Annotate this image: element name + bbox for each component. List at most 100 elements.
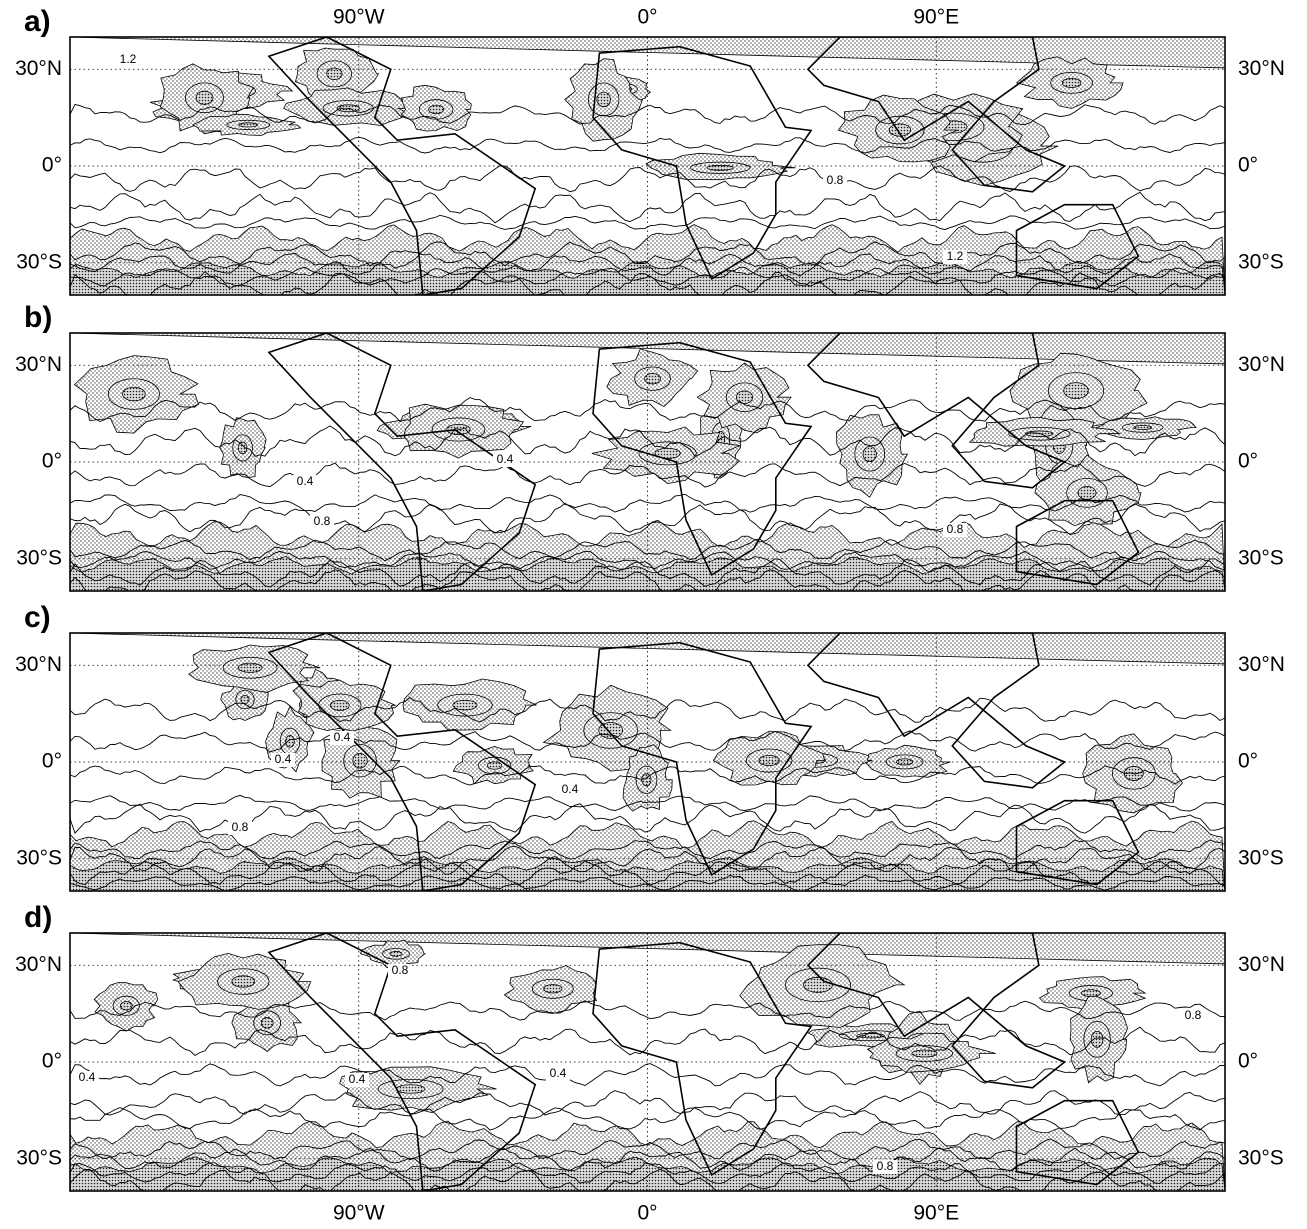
map-field: [70, 37, 1225, 295]
contour-ring: [185, 82, 224, 114]
contour-ring: [352, 753, 368, 769]
coastline: [267, 333, 537, 591]
contour-ring: [644, 373, 661, 385]
map-panel: 0.4 0.4 0.4 0.8 c) 30°N 30°N 0° 0° 30°S 30°S: [15, 601, 1285, 892]
contour-line: [70, 1138, 1225, 1161]
contour-ring: [329, 699, 350, 711]
contour-ring: [583, 712, 638, 749]
panel-label: c): [24, 601, 51, 634]
contour-ring: [107, 378, 160, 410]
stipple-region: [70, 333, 1225, 365]
lon-label: 0°: [637, 1202, 657, 1225]
contour-ring: [862, 446, 877, 463]
contour-ring: [428, 104, 444, 115]
contour-ring: [237, 441, 248, 455]
contour-label: 0.4: [562, 782, 579, 796]
lat-label: 30°S: [16, 846, 62, 869]
map-panel: 0.4 0.4 0.8 0.8 b) 30°N 30°N 0° 0° 30°S 30°S: [15, 301, 1285, 592]
panel-label: d): [24, 901, 52, 934]
coastline: [592, 45, 813, 281]
contour-label: 0.8: [314, 514, 331, 528]
lat-label: 30°S: [16, 546, 62, 569]
coastline: [1015, 799, 1140, 886]
contour-ring: [1121, 422, 1164, 433]
contour-ring: [122, 386, 146, 402]
contour-ring: [120, 1001, 133, 1011]
contour-line: [70, 874, 1225, 891]
contour-ring: [1066, 477, 1108, 508]
contour-line: [70, 550, 1225, 571]
contour-line: [70, 502, 1225, 536]
lat-label: 0°: [1238, 154, 1258, 177]
contour-ring: [706, 164, 734, 171]
lat-label: 30°S: [16, 250, 62, 273]
contour-ring: [238, 122, 259, 128]
contour-ring: [382, 948, 410, 960]
panel-label: a): [24, 5, 51, 38]
contour-ring: [235, 689, 255, 710]
lat-label: 30°N: [15, 953, 62, 976]
contour-ring: [316, 60, 353, 88]
contour-label-bg: [116, 53, 140, 67]
contour-label: 0.4: [79, 1070, 96, 1084]
coastline: [267, 37, 537, 295]
contour-ring: [452, 699, 478, 711]
contour-line: [70, 425, 1225, 458]
lat-label: 30°N: [1238, 953, 1285, 976]
contour-line: [70, 697, 1225, 723]
contour-ring: [654, 447, 681, 459]
contour-ring: [641, 773, 652, 787]
contour-line: [70, 839, 1225, 861]
contour-label-bg: [873, 1160, 897, 1174]
contour-line: [70, 136, 1225, 154]
contour-ring: [758, 755, 780, 767]
contour-ring: [1090, 1030, 1104, 1048]
contour-ring: [486, 761, 503, 770]
contour-ring: [232, 434, 253, 462]
coastline: [267, 633, 537, 891]
lon-label: 90°W: [333, 1202, 385, 1225]
lat-label: 0°: [1238, 450, 1258, 473]
lon-label: 0°: [637, 6, 657, 29]
contour-ring: [596, 91, 611, 108]
contour-ring: [1008, 426, 1071, 441]
contour-label: 0.8: [827, 173, 844, 187]
lat-label: 30°N: [1238, 653, 1285, 676]
contour-label: 1.2: [947, 249, 964, 263]
contour-line: [70, 397, 1225, 423]
contour-ring: [785, 967, 851, 1003]
contour-ring: [231, 975, 256, 988]
stipple-region: [70, 1156, 1225, 1191]
contour-ring: [260, 1017, 274, 1029]
contour-label: 0.4: [550, 1066, 567, 1080]
contour-label-bg: [330, 731, 354, 745]
coastline: [592, 641, 813, 877]
contour-label-bg: [388, 964, 412, 978]
contour-label-bg: [823, 174, 847, 188]
contour-ring: [725, 382, 764, 412]
contour-line: [70, 1000, 1225, 1021]
lat-label: 30°N: [1238, 353, 1285, 376]
contour-ring: [395, 1084, 426, 1094]
contour-ring: [531, 978, 574, 999]
contour-label: 0.8: [1185, 1008, 1202, 1022]
contour-line: [70, 493, 1225, 513]
contour-label: 0.4: [334, 730, 351, 744]
lat-label: 30°N: [15, 57, 62, 80]
contour-label: 0.8: [392, 963, 409, 977]
contour-label-bg: [271, 753, 295, 767]
coastline: [1015, 203, 1140, 290]
contour-ring: [885, 754, 924, 770]
lat-label: 0°: [42, 154, 62, 177]
contour-label-bg: [293, 475, 317, 489]
coastline: [592, 941, 813, 1177]
contour-line: [70, 794, 1225, 812]
contour-label-bg: [943, 523, 967, 537]
contour-ring: [418, 99, 454, 120]
contour-label: 0.4: [349, 1072, 366, 1086]
contour-ring: [253, 1010, 281, 1036]
contour-label-bg: [546, 1067, 570, 1081]
contour-ring: [635, 765, 658, 794]
contour-ring: [1080, 989, 1101, 997]
lat-label: 30°S: [16, 1146, 62, 1169]
